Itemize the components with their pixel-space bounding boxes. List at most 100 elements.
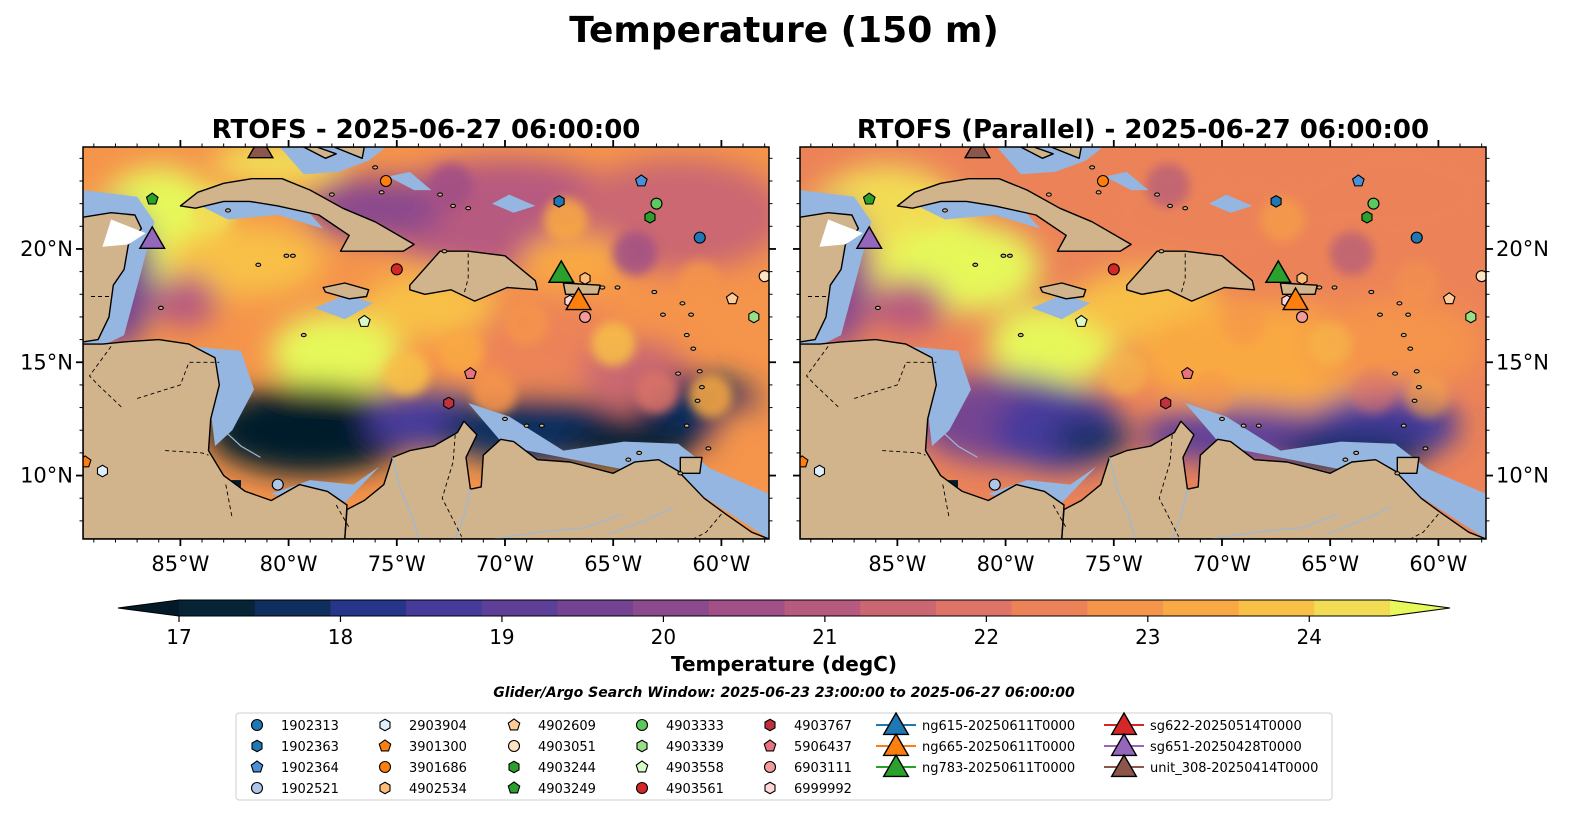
marker-ng665-20250611T0000: [565, 286, 593, 311]
marker-1902313: [1410, 231, 1423, 244]
marker-4902534: [579, 272, 591, 285]
marker-sg651-20250428T0000: [855, 225, 883, 250]
legend-marker-icon: [763, 760, 777, 774]
legend-marker-icon: [508, 760, 520, 774]
marker-4903558: [357, 314, 371, 327]
lon-tick-label: 75°W: [1085, 552, 1143, 576]
legend-entry: unit_308-20250414T0000: [1104, 753, 1318, 778]
marker-1902363: [553, 194, 565, 208]
colorbar-under-arrow: [118, 600, 179, 616]
legend-label: 5906437: [794, 740, 852, 755]
marker-4903249: [862, 192, 876, 205]
lon-tick-label: 60°W: [692, 552, 750, 576]
colorbar-tick-label: 22: [974, 625, 999, 649]
legend-marker-icon: [635, 760, 649, 773]
marker-1902363: [1270, 194, 1282, 208]
islands: [874, 165, 1429, 476]
legend-label: 4903339: [666, 740, 724, 755]
colorbar-tick-label: 19: [489, 625, 514, 649]
legend-entry: 6903111: [763, 760, 852, 776]
colorbar-segment: [481, 600, 559, 616]
legend-marker-icon: [250, 718, 264, 732]
legend-entry: 1902364: [250, 760, 339, 776]
legend-label: 3901686: [409, 761, 467, 776]
map-canvas-parallel: [800, 147, 1486, 539]
legend-entry: 4903339: [636, 739, 724, 755]
colorbar-tick-label: 23: [1135, 625, 1160, 649]
axis-ticks-parallel: 85°W 80°W 75°W 70°W 65°W 60°W 20°N 15°N 10°N: [793, 140, 1549, 576]
legend-entry: 6999992: [764, 781, 852, 797]
legend-entry: ng665-20250611T0000: [876, 732, 1075, 757]
legend-marker-icon: [379, 718, 391, 732]
legend-frame: [235, 712, 1333, 801]
lat-tick-label: 15°N: [1496, 350, 1549, 374]
legend-label: 2903904: [409, 719, 467, 734]
country-borders: [88, 253, 722, 539]
marker-4902534: [1296, 272, 1308, 285]
map-frame-parallel: [799, 146, 1487, 540]
marker-4903767: [443, 396, 455, 410]
legend-entry: 4903051: [507, 739, 596, 755]
marker-4903339: [1465, 310, 1477, 324]
lon-tick-label: 60°W: [1409, 552, 1467, 576]
legend-label: 4903561: [666, 782, 724, 797]
marker-ng665-20250611T0000: [1282, 286, 1310, 311]
map-panel-rtofs: RTOFS - 2025-06-27 06:00:00 85°W 80°W 75°W…: [20, 115, 776, 576]
marker-1902521: [271, 478, 284, 491]
axis-ticks-rtofs: 85°W 80°W 75°W 70°W 65°W 60°W 20°N 15°N 10°N: [20, 140, 776, 576]
marker-4903333: [650, 197, 663, 210]
legend-label: unit_308-20250414T0000: [1150, 761, 1318, 776]
lon-tick-label: 80°W: [260, 552, 318, 576]
colorbar-segment: [708, 600, 786, 616]
legend-entry: 1902363: [251, 739, 339, 755]
lat-tick-label: 10°N: [1496, 464, 1549, 488]
marker-4903333: [1367, 197, 1380, 210]
legend-marker-icon: [507, 739, 521, 753]
legend-label: 1902521: [281, 782, 339, 797]
legend-entry: sg651-20250428T0000: [1104, 732, 1302, 757]
map-frame-rtofs: [82, 146, 770, 540]
colorbar-tick-label: 24: [1297, 625, 1322, 649]
legend-entry: 2903904: [379, 718, 467, 734]
rivers: [940, 429, 1392, 539]
colorbar-segment: [406, 600, 483, 616]
marker-1902313: [693, 231, 706, 244]
marker-4903051: [758, 270, 769, 283]
marker-4903249: [145, 192, 159, 205]
marker-1902364: [1351, 174, 1365, 187]
colorbar: 17 18 19 20 21 22 23 24: [117, 599, 1451, 649]
lon-tick-label: 65°W: [1301, 552, 1359, 576]
legend-entry: ng783-20250611T0000: [876, 753, 1075, 778]
legend-label: ng615-20250611T0000: [922, 719, 1075, 734]
panel-title-rtofs: RTOFS - 2025-06-27 06:00:00: [212, 115, 641, 145]
legend-label: sg622-20250514T0000: [1150, 719, 1302, 734]
legend-entry: 1902521: [250, 781, 339, 797]
legend-entry: sg622-20250514T0000: [1104, 711, 1302, 736]
legend-marker-icon: [507, 718, 521, 731]
colorbar-segment: [1011, 600, 1088, 616]
legend-label: 3901300: [409, 740, 467, 755]
search-window-caption: Glider/Argo Search Window: 2025-06-23 23…: [493, 685, 1075, 701]
lon-tick-label: 70°W: [476, 552, 534, 576]
legend-label: 1902364: [281, 761, 339, 776]
colorbar-label: Temperature (degC): [671, 652, 897, 676]
legend-label: 6999992: [794, 782, 852, 797]
legend-label: ng783-20250611T0000: [922, 761, 1075, 776]
marker-3901300: [800, 455, 809, 468]
legend-entry: 4903767: [764, 718, 852, 734]
colorbar-over-arrow: [1390, 600, 1450, 616]
map-canvas-rtofs: [83, 147, 769, 539]
legend-entry: 4903561: [635, 781, 724, 797]
legend-entry: 1902313: [250, 718, 339, 734]
legend-marker-icon: [764, 718, 776, 732]
marker-4902609: [725, 292, 739, 305]
legend-marker-icon: [379, 781, 391, 795]
islands: [157, 165, 712, 476]
platform-legend: 1902313 1902363 1902364 1902521 2903904 39013…: [235, 711, 1333, 801]
country-borders: [805, 253, 1439, 539]
marker-3901686: [379, 174, 393, 188]
lat-tick-label: 20°N: [1496, 237, 1549, 261]
legend-entry: 3901300: [378, 739, 467, 755]
legend-label: 4903249: [538, 782, 596, 797]
